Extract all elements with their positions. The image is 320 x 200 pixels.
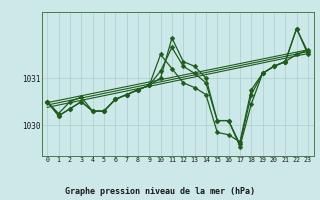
Text: Graphe pression niveau de la mer (hPa): Graphe pression niveau de la mer (hPa) [65,187,255,196]
